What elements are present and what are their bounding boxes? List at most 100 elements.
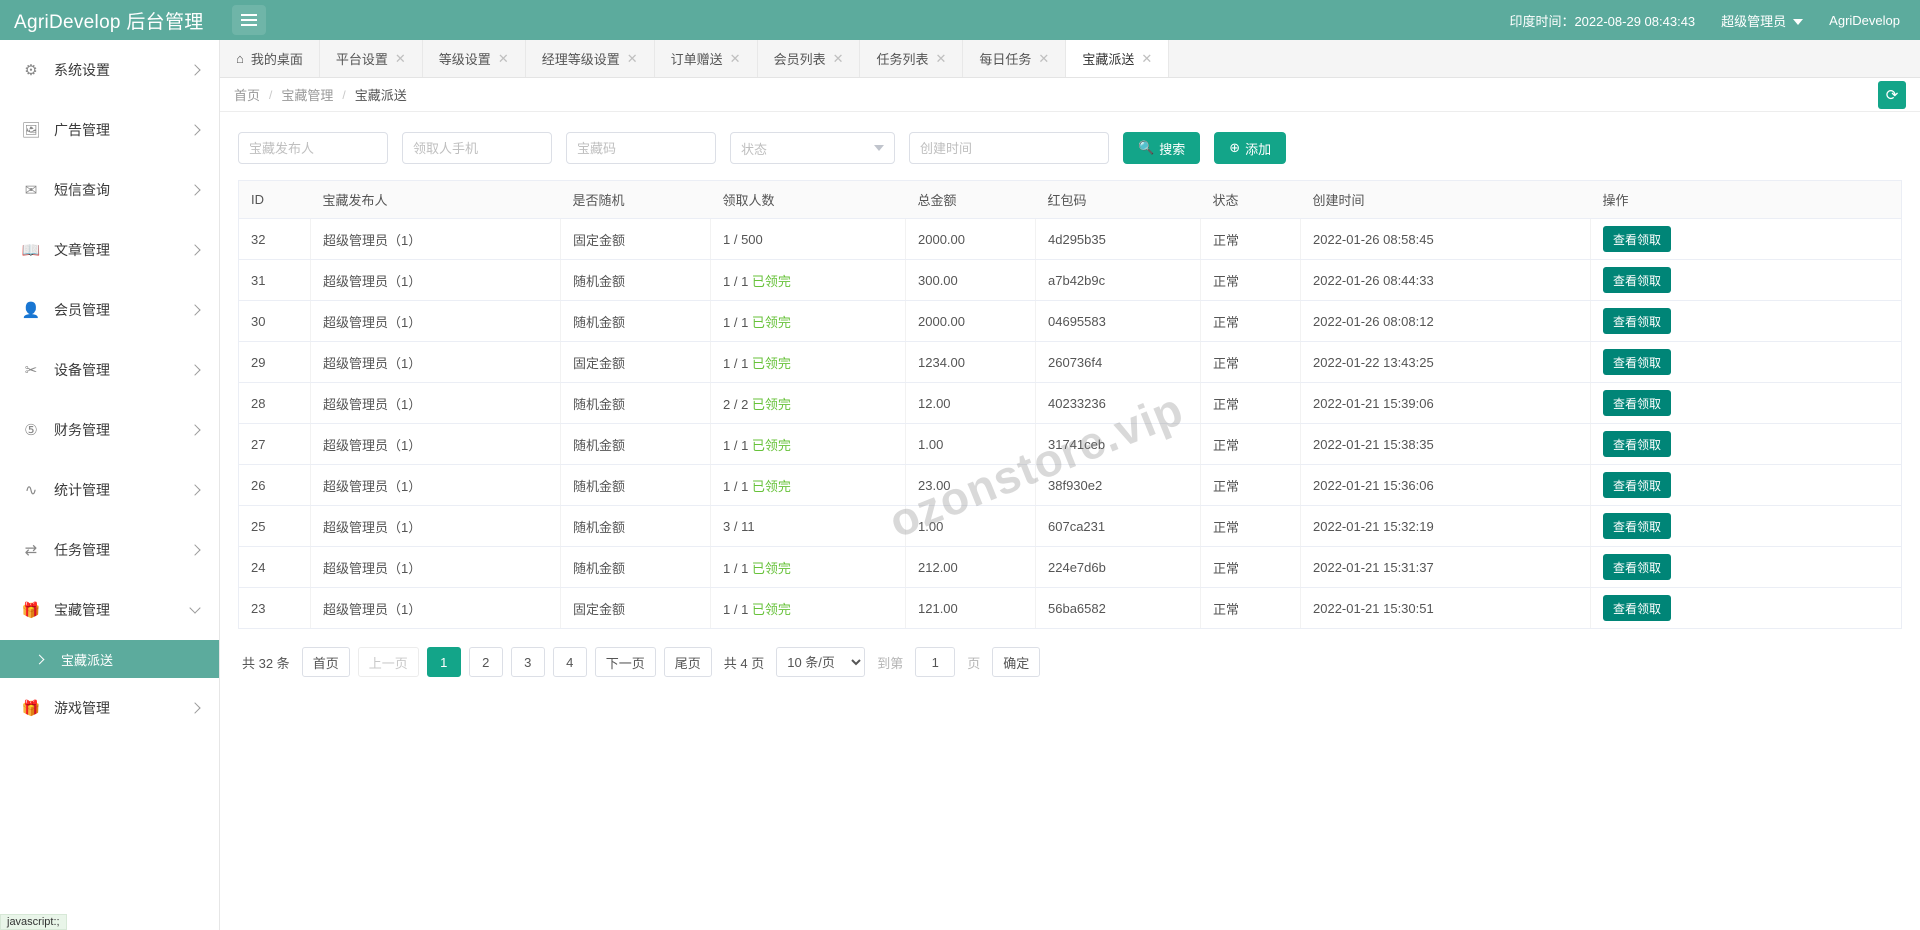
view-receive-button[interactable]: 查看领取 (1603, 554, 1672, 580)
chevron-right-icon (189, 364, 201, 376)
user-menu-button[interactable]: 超级管理员 (1721, 11, 1804, 30)
sidebar-toggle-button[interactable] (232, 5, 266, 35)
close-icon[interactable]: ✕ (1038, 51, 1050, 66)
sidebar-item-6[interactable]: ⑤ 财务管理 (0, 400, 219, 460)
tab-6[interactable]: 任务列表 ✕ (860, 40, 964, 77)
cell-created: 2022-01-21 15:30:51 (1300, 587, 1591, 629)
cell-publisher: 超级管理员（1） (310, 259, 561, 301)
cell-actions: 查看领取 (1590, 464, 1902, 506)
sidebar-item-3[interactable]: 📖 文章管理 (0, 220, 219, 280)
page-size-select[interactable]: 10 条/页20 条/页50 条/页100 条/页 (776, 647, 866, 677)
close-icon[interactable]: ✕ (497, 51, 509, 66)
sidebar-item-0[interactable]: ⚙ 系统设置 (0, 40, 219, 100)
cell-publisher: 超级管理员（1） (310, 341, 561, 383)
next-page-button[interactable]: 下一页 (594, 647, 656, 677)
sidebar-item-4[interactable]: 👤 会员管理 (0, 280, 219, 340)
sidebar-item-treasure-dispatch[interactable]: 宝藏派送 (0, 640, 219, 678)
first-page-button[interactable]: 首页 (301, 647, 350, 677)
view-receive-button[interactable]: 查看领取 (1603, 431, 1672, 457)
treasure-code-search-input[interactable] (566, 132, 716, 164)
close-icon[interactable]: ✕ (935, 51, 947, 66)
page-number-button-4[interactable]: 4 (552, 647, 587, 677)
table-container: ID 宝藏发布人 是否随机 领取人数 总金额 红包码 状态 创建时间 操作 32 超级管理员（1）… (220, 180, 1920, 629)
page-number-button-1[interactable]: 1 (426, 647, 461, 677)
refresh-icon[interactable]: ⟳ (1878, 81, 1906, 109)
tab-label: 等级设置 (438, 52, 491, 67)
view-receive-button[interactable]: 查看领取 (1603, 513, 1672, 539)
cell-id: 32 (238, 218, 311, 260)
money-icon: ⑤ (24, 422, 38, 439)
chevron-right-icon (189, 304, 201, 316)
table-row: 30 超级管理员（1） 随机金额 1 / 1 已领完 2000.00 04695583 正常… (238, 300, 1902, 342)
breadcrumb-item-treasure-manage[interactable]: 宝藏管理 (281, 88, 334, 103)
close-icon[interactable]: ✕ (832, 51, 844, 66)
created-time-input[interactable] (909, 132, 1109, 164)
column-header-8: 操作 (1590, 180, 1902, 219)
breadcrumb-item-home[interactable]: 首页 (234, 88, 261, 103)
sidebar-item-8[interactable]: ⇄ 任务管理 (0, 520, 219, 580)
view-receive-button[interactable]: 查看领取 (1603, 349, 1672, 375)
chevron-right-icon (189, 702, 201, 714)
cell-receivers: 1 / 1 已领完 (710, 259, 906, 301)
tab-8[interactable]: 宝藏派送 ✕ (1066, 40, 1170, 77)
view-receive-button[interactable]: 查看领取 (1603, 390, 1672, 416)
cell-id: 30 (238, 300, 311, 342)
tab-4[interactable]: 订单赠送 ✕ (654, 40, 758, 77)
page-number-button-3[interactable]: 3 (510, 647, 545, 677)
prev-page-button[interactable]: 上一页 (357, 647, 419, 677)
status-select[interactable]: 状态 (730, 132, 895, 164)
top-header-bar: AgriDevelop 后台管理 印度时间：2022-08-29 08:43:4… (0, 0, 1920, 40)
page-number-button-2[interactable]: 2 (468, 647, 503, 677)
user-icon: 👤 (21, 302, 41, 319)
sidebar-item-7[interactable]: ∿ 统计管理 (0, 460, 219, 520)
cell-random-type: 随机金额 (560, 464, 711, 506)
column-header-5: 红包码 (1035, 180, 1201, 219)
tab-5[interactable]: 会员列表 ✕ (757, 40, 861, 77)
publisher-search-input[interactable] (238, 132, 388, 164)
receivers-done-badge: 已领完 (751, 437, 791, 453)
sidebar-item-1[interactable]: 🖼 广告管理 (0, 100, 219, 160)
browser-status-bar: javascript:; (0, 914, 67, 930)
sidebar-subitem-label: 宝藏派送 (61, 652, 114, 668)
receiver-phone-search-input[interactable] (402, 132, 552, 164)
view-receive-button[interactable]: 查看领取 (1603, 472, 1672, 498)
view-receive-button[interactable]: 查看领取 (1603, 595, 1672, 621)
last-page-button[interactable]: 尾页 (663, 647, 712, 677)
cell-code: 38f930e2 (1035, 464, 1201, 506)
plus-circle-icon: ⊕ (1229, 140, 1241, 155)
scissors-icon: ✂ (24, 362, 38, 379)
add-button[interactable]: ⊕ 添加 (1214, 132, 1287, 164)
total-count-label: 共 32 条 (242, 655, 290, 671)
search-button[interactable]: 🔍 搜索 (1123, 132, 1201, 164)
receivers-done-badge: 已领完 (751, 601, 791, 617)
view-receive-button[interactable]: 查看领取 (1603, 226, 1672, 252)
tab-0[interactable]: ⌂ 我的桌面 (220, 40, 320, 77)
cell-id: 28 (238, 382, 311, 424)
close-icon[interactable]: ✕ (626, 51, 638, 66)
goto-page-input[interactable] (915, 647, 956, 677)
close-icon[interactable]: ✕ (1141, 51, 1153, 66)
tab-2[interactable]: 等级设置 ✕ (422, 40, 526, 77)
tab-3[interactable]: 经理等级设置 ✕ (525, 40, 655, 77)
sidebar-item-9[interactable]: 🎁 宝藏管理 (0, 580, 219, 640)
view-receive-button[interactable]: 查看领取 (1603, 267, 1672, 293)
breadcrumb-separator: / (342, 87, 346, 102)
confirm-page-button[interactable]: 确定 (992, 647, 1041, 677)
sidebar-item-5[interactable]: ✂ 设备管理 (0, 340, 219, 400)
sidebar-item-game-manage[interactable]: 🎁 游戏管理 (0, 678, 219, 738)
cell-random-type: 随机金额 (560, 505, 711, 547)
tab-label: 经理等级设置 (541, 52, 620, 67)
column-header-2: 是否随机 (560, 180, 711, 219)
column-header-0: ID (238, 180, 311, 219)
tab-1[interactable]: 平台设置 ✕ (319, 40, 423, 77)
cell-publisher: 超级管理员（1） (310, 382, 561, 424)
sidebar-item-2[interactable]: ✉ 短信查询 (0, 160, 219, 220)
cell-code: a7b42b9c (1035, 259, 1201, 301)
cell-random-type: 固定金额 (560, 587, 711, 629)
receivers-done-badge: 已领完 (751, 560, 791, 576)
tab-7[interactable]: 每日任务 ✕ (963, 40, 1067, 77)
close-icon[interactable]: ✕ (729, 51, 741, 66)
cell-code: 56ba6582 (1035, 587, 1201, 629)
view-receive-button[interactable]: 查看领取 (1603, 308, 1672, 334)
close-icon[interactable]: ✕ (394, 51, 406, 66)
